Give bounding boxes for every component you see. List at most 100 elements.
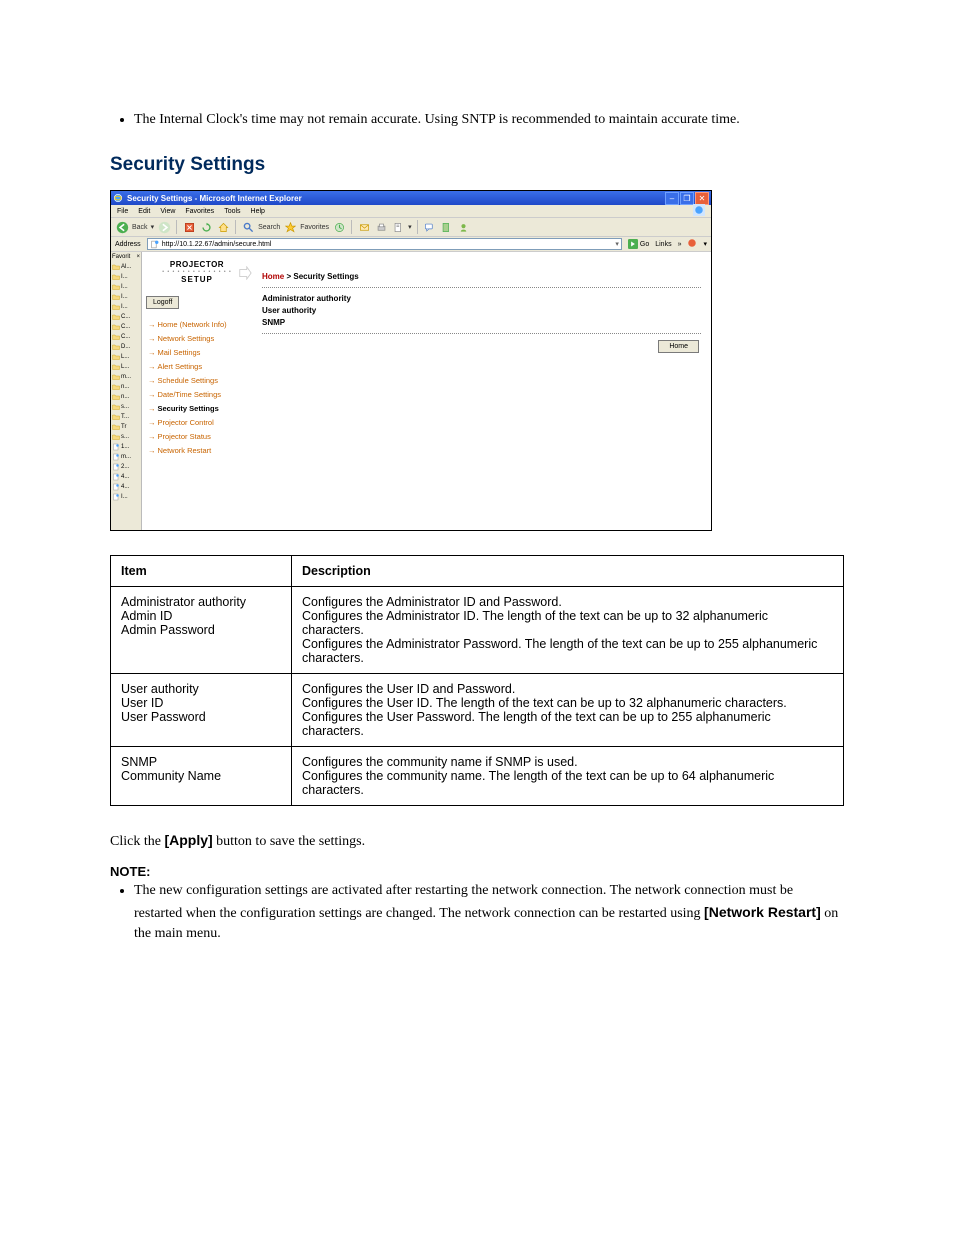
search-label[interactable]: Search [258, 224, 280, 231]
home-button[interactable]: Home [658, 340, 699, 353]
window-title: Security Settings - Microsoft Internet E… [127, 194, 302, 203]
cell-item: SNMPCommunity Name [111, 747, 292, 806]
apply-instruction: Click the [Apply] button to save the set… [110, 832, 844, 850]
forward-icon[interactable] [157, 220, 171, 234]
fav-item[interactable]: C... [112, 322, 140, 332]
history-icon[interactable] [332, 220, 346, 234]
option-user[interactable]: User authority [262, 306, 701, 315]
fav-item[interactable]: Tr [112, 422, 140, 432]
fav-item[interactable]: I... [112, 272, 140, 282]
window-titlebar: Security Settings - Microsoft Internet E… [111, 191, 711, 205]
sidebar-item-network-restart[interactable]: →Network Restart [148, 446, 248, 455]
menu-edit[interactable]: Edit [138, 208, 150, 215]
fav-item[interactable]: C... [112, 332, 140, 342]
fav-item[interactable]: C... [112, 312, 140, 322]
table-row: Administrator authorityAdmin IDAdmin Pas… [111, 587, 844, 674]
logoff-button[interactable]: Logoff [146, 296, 179, 309]
bullet-sntp: The Internal Clock's time may not remain… [134, 110, 844, 130]
links-label[interactable]: Links [655, 241, 671, 248]
fav-item[interactable]: s... [112, 432, 140, 442]
option-admin[interactable]: Administrator authority [262, 294, 701, 303]
projector-main: Home > Security Settings Administrator a… [252, 252, 711, 530]
url-text: http://10.1.22.67/admin/secure.html [162, 241, 272, 248]
back-dropdown-icon[interactable]: ▾ [151, 223, 155, 231]
fav-item[interactable]: 4... [112, 472, 140, 482]
sidebar-item-mail-settings[interactable]: →Mail Settings [148, 348, 248, 357]
fav-item[interactable]: D... [112, 342, 140, 352]
note-bullet: The new configuration settings are activ… [134, 881, 844, 944]
page-icon [150, 240, 159, 249]
fav-item[interactable]: L... [112, 352, 140, 362]
url-input[interactable]: http://10.1.22.67/admin/secure.html ▾ [147, 238, 622, 250]
back-icon[interactable] [115, 220, 129, 234]
breadcrumb-home[interactable]: Home [262, 272, 284, 281]
fav-item[interactable]: m... [112, 372, 140, 382]
url-dropdown-icon[interactable]: ▾ [615, 240, 619, 248]
sidebar-item-home-network-info-[interactable]: →Home (Network Info) [148, 320, 248, 329]
ie-icon [113, 193, 123, 203]
sidebar-item-network-settings[interactable]: →Network Settings [148, 334, 248, 343]
snagit-icon[interactable] [687, 238, 697, 250]
ie-throbber-icon [693, 204, 705, 218]
fav-item[interactable]: s... [112, 402, 140, 412]
cell-desc: Configures the community name if SNMP is… [292, 747, 844, 806]
option-snmp[interactable]: SNMP [262, 318, 701, 327]
cell-desc: Configures the User ID and Password.Conf… [292, 674, 844, 747]
close-button[interactable]: ✕ [695, 192, 709, 205]
sidebar-item-security-settings[interactable]: →Security Settings [148, 404, 248, 413]
fav-item[interactable]: Al... [112, 262, 140, 272]
menu-view[interactable]: View [160, 208, 175, 215]
sidebar-item-projector-status[interactable]: →Projector Status [148, 432, 248, 441]
fav-item[interactable]: 1... [112, 442, 140, 452]
menu-help[interactable]: Help [251, 208, 265, 215]
research-icon[interactable] [440, 220, 454, 234]
stop-icon[interactable] [182, 220, 196, 234]
sidebar-item-projector-control[interactable]: →Projector Control [148, 418, 248, 427]
toolbar-dropdown-icon[interactable]: ▾ [408, 223, 412, 231]
menu-file[interactable]: File [117, 208, 128, 215]
favorites-icon[interactable] [283, 220, 297, 234]
col-item: Item [111, 556, 292, 587]
snagit-dropdown-icon[interactable]: ▾ [703, 240, 707, 248]
menu-favorites[interactable]: Favorites [185, 208, 214, 215]
fav-item[interactable]: 2... [112, 462, 140, 472]
menu-tools[interactable]: Tools [224, 208, 240, 215]
cell-item: Administrator authorityAdmin IDAdmin Pas… [111, 587, 292, 674]
fav-close-icon[interactable]: × [136, 254, 140, 260]
discuss-icon[interactable] [423, 220, 437, 234]
pre-bullets: The Internal Clock's time may not remain… [110, 110, 844, 130]
back-label[interactable]: Back [132, 224, 148, 231]
sidebar-item-date-time-settings[interactable]: →Date/Time Settings [148, 390, 248, 399]
search-icon[interactable] [241, 220, 255, 234]
links-chevron-icon[interactable]: » [678, 241, 682, 248]
favorites-label[interactable]: Favorites [300, 224, 329, 231]
messenger-icon[interactable] [457, 220, 471, 234]
minimize-button[interactable]: – [665, 192, 679, 205]
fav-item[interactable]: I... [112, 292, 140, 302]
edit-icon[interactable] [391, 220, 405, 234]
fav-item[interactable]: T... [112, 412, 140, 422]
maximize-button[interactable]: ❐ [680, 192, 694, 205]
fav-item[interactable]: n... [112, 392, 140, 402]
home-icon[interactable] [216, 220, 230, 234]
apply-bold: [Apply] [164, 832, 212, 848]
projector-page: PROJECTOR • • • • • • • • • • • • • • SE… [142, 252, 711, 530]
sidebar-item-schedule-settings[interactable]: →Schedule Settings [148, 376, 248, 385]
print-icon[interactable] [374, 220, 388, 234]
section-heading: Security Settings [110, 154, 844, 176]
breadcrumb: Home > Security Settings [262, 272, 701, 281]
refresh-icon[interactable] [199, 220, 213, 234]
mail-icon[interactable] [357, 220, 371, 234]
breadcrumb-page: Security Settings [293, 272, 358, 281]
fav-item[interactable]: n... [112, 382, 140, 392]
fav-item[interactable]: I... [112, 492, 140, 502]
fav-item[interactable]: I... [112, 302, 140, 312]
fav-item[interactable]: I... [112, 282, 140, 292]
fav-item[interactable]: m... [112, 452, 140, 462]
fav-item[interactable]: 4... [112, 482, 140, 492]
address-label: Address [115, 241, 141, 248]
go-button[interactable]: Go [628, 239, 649, 249]
sidebar-item-alert-settings[interactable]: →Alert Settings [148, 362, 248, 371]
fav-item[interactable]: L... [112, 362, 140, 372]
divider [262, 333, 701, 334]
